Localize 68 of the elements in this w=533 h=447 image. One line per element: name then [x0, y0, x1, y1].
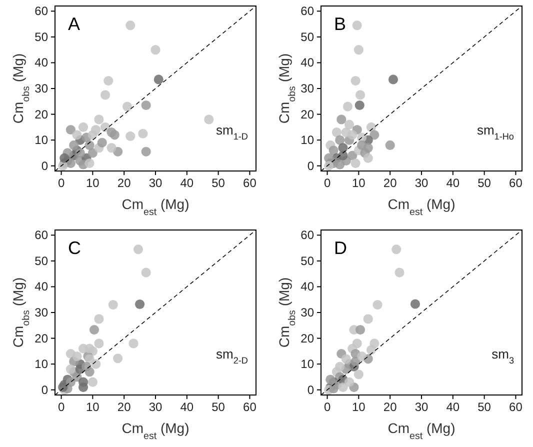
y-tick-label: 0 [307, 382, 314, 397]
y-tick-label: 50 [300, 254, 314, 268]
y-tick-label: 20 [300, 331, 314, 346]
chart-title: B [334, 14, 346, 34]
x-tick-label: 40 [446, 400, 460, 414]
y-tick-label: 60 [34, 4, 48, 18]
y-tick-label: 30 [34, 306, 48, 320]
y-tick-label: 30 [300, 82, 314, 96]
x-tick-label: 50 [212, 176, 226, 190]
x-tick-label: 10 [86, 176, 100, 190]
y-tick-label: 10 [34, 357, 48, 372]
x-axis-title: Cm$_{est}$ (Mg) [388, 196, 456, 218]
y-tick-label: 50 [34, 254, 48, 268]
x-tick-label: 20 [383, 176, 398, 190]
annotation: sm$_{1-D}$ [216, 122, 248, 142]
x-tick-label: 30 [148, 176, 162, 190]
y-tick-label: 20 [34, 107, 48, 122]
x-tick-label: 40 [180, 400, 194, 414]
y-tick-label: 40 [34, 56, 48, 70]
y-tick-label: 10 [300, 357, 314, 372]
x-tick-label: 60 [509, 400, 523, 414]
chart-title: D [334, 238, 347, 258]
y-tick-label: 30 [34, 82, 48, 96]
x-tick-label: 40 [180, 176, 194, 190]
y-tick-label: 60 [300, 228, 314, 242]
x-tick-label: 20 [383, 400, 398, 414]
y-tick-label: 10 [300, 133, 314, 148]
x-tick-label: 0 [324, 176, 331, 190]
x-tick-label: 60 [243, 176, 257, 190]
x-axis-title: Cm$_{est}$ (Mg) [122, 196, 190, 218]
y-tick-label: 0 [41, 158, 48, 173]
y-tick-label: 0 [307, 158, 314, 173]
x-tick-label: 40 [446, 176, 460, 190]
x-tick-label: 50 [212, 400, 226, 414]
y-tick-label: 20 [34, 331, 48, 346]
x-axis-title: Cm$_{est}$ (Mg) [122, 420, 190, 442]
x-axis-title: Cm$_{est}$ (Mg) [388, 420, 456, 442]
chart-title: C [68, 238, 81, 258]
y-tick-label: 60 [300, 4, 314, 18]
x-tick-label: 0 [58, 176, 65, 190]
y-tick-label: 40 [34, 280, 48, 294]
y-tick-label: 30 [300, 306, 314, 320]
x-tick-label: 30 [148, 400, 162, 414]
y-tick-label: 40 [300, 56, 314, 70]
x-tick-label: 0 [324, 400, 331, 414]
y-tick-label: 60 [34, 228, 48, 242]
annotation: sm$_{1-Ho}$ [476, 122, 514, 142]
annotation: sm$_{2-D}$ [216, 346, 248, 366]
x-tick-label: 10 [86, 400, 100, 414]
x-tick-label: 60 [243, 400, 257, 414]
x-tick-label: 20 [117, 400, 132, 414]
x-tick-label: 50 [478, 400, 492, 414]
x-tick-label: 0 [58, 400, 65, 414]
x-tick-label: 30 [414, 176, 428, 190]
x-tick-label: 10 [352, 176, 366, 190]
x-tick-label: 60 [509, 176, 523, 190]
y-tick-label: 10 [34, 133, 48, 148]
x-tick-label: 30 [414, 400, 428, 414]
x-tick-label: 50 [478, 176, 492, 190]
y-tick-label: 20 [300, 107, 314, 122]
annotation: sm$_{3}$ [492, 346, 514, 366]
chart-title: A [68, 14, 80, 34]
x-tick-label: 10 [352, 400, 366, 414]
y-tick-label: 0 [41, 382, 48, 397]
y-tick-label: 50 [34, 30, 48, 44]
x-tick-label: 20 [117, 176, 132, 190]
y-tick-label: 50 [300, 30, 314, 44]
y-tick-label: 40 [300, 280, 314, 294]
